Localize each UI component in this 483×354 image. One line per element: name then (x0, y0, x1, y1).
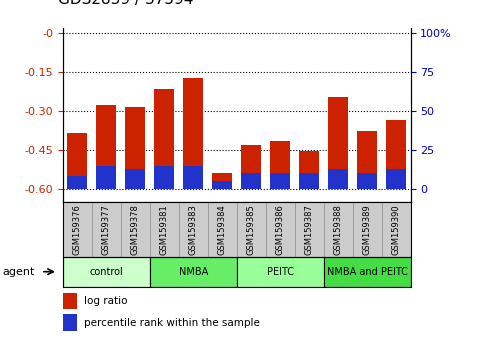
Text: GSM159377: GSM159377 (102, 205, 111, 255)
Text: NMBA: NMBA (179, 267, 208, 277)
Bar (63, 293, 77, 309)
Text: PEITC: PEITC (267, 267, 294, 277)
Bar (212, 181, 232, 189)
Bar (328, 169, 348, 189)
Text: GSM159384: GSM159384 (218, 205, 227, 255)
Bar (96, 105, 116, 189)
Bar (357, 173, 377, 189)
Text: GSM159387: GSM159387 (305, 205, 313, 255)
Bar (386, 120, 406, 189)
Text: control: control (89, 267, 123, 277)
Text: percentile rank within the sample: percentile rank within the sample (84, 318, 259, 327)
Bar (299, 173, 319, 189)
Text: GSM159383: GSM159383 (189, 205, 198, 255)
Bar (270, 173, 290, 189)
Bar (63, 257, 150, 287)
Bar (150, 257, 237, 287)
Bar (299, 151, 319, 189)
Text: GSM159390: GSM159390 (392, 205, 400, 255)
Text: GSM159376: GSM159376 (73, 205, 82, 255)
Text: GSM159388: GSM159388 (334, 205, 342, 255)
Bar (270, 141, 290, 189)
Bar (328, 97, 348, 189)
Bar (183, 166, 203, 189)
Text: agent: agent (2, 267, 35, 277)
Bar (96, 166, 116, 189)
Bar (67, 133, 87, 189)
Bar (386, 169, 406, 189)
Text: GSM159389: GSM159389 (363, 205, 371, 255)
Bar (241, 173, 261, 189)
Text: GSM159386: GSM159386 (276, 205, 284, 255)
Text: GSM159381: GSM159381 (160, 205, 169, 255)
Text: NMBA and PEITC: NMBA and PEITC (327, 267, 408, 277)
Text: GDS2839 / 37594: GDS2839 / 37594 (58, 0, 193, 7)
Text: log ratio: log ratio (84, 296, 127, 306)
Bar (125, 107, 145, 189)
Bar (67, 176, 87, 189)
Text: GSM159378: GSM159378 (131, 205, 140, 255)
Text: GSM159385: GSM159385 (247, 205, 256, 255)
Bar (154, 89, 174, 189)
Bar (63, 314, 77, 331)
Bar (154, 166, 174, 189)
Bar (212, 173, 232, 189)
Bar (324, 257, 411, 287)
Bar (237, 257, 324, 287)
Bar (357, 131, 377, 189)
Bar (241, 145, 261, 189)
Bar (183, 78, 203, 189)
Bar (125, 169, 145, 189)
